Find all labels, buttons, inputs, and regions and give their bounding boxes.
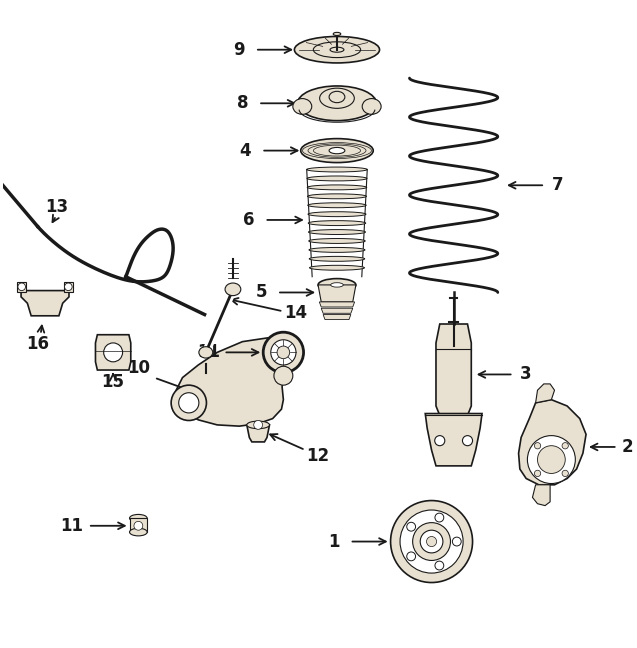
Polygon shape bbox=[533, 485, 550, 505]
Text: 9: 9 bbox=[233, 41, 245, 59]
Text: 1: 1 bbox=[328, 533, 340, 551]
Ellipse shape bbox=[247, 421, 269, 429]
Ellipse shape bbox=[297, 86, 376, 121]
Circle shape bbox=[274, 366, 293, 385]
Text: 5: 5 bbox=[255, 283, 267, 301]
Polygon shape bbox=[319, 302, 355, 307]
Ellipse shape bbox=[308, 221, 366, 226]
Text: 11: 11 bbox=[61, 517, 83, 535]
Ellipse shape bbox=[301, 139, 373, 163]
Circle shape bbox=[277, 346, 290, 359]
Circle shape bbox=[427, 537, 436, 547]
Circle shape bbox=[171, 385, 206, 421]
Polygon shape bbox=[426, 413, 482, 466]
Polygon shape bbox=[17, 282, 26, 292]
Text: 7: 7 bbox=[552, 176, 564, 194]
Ellipse shape bbox=[362, 98, 381, 114]
Ellipse shape bbox=[307, 185, 367, 190]
Circle shape bbox=[562, 443, 568, 449]
Circle shape bbox=[271, 340, 296, 365]
Text: 11: 11 bbox=[197, 343, 220, 362]
Ellipse shape bbox=[310, 265, 364, 270]
Ellipse shape bbox=[308, 229, 366, 235]
Polygon shape bbox=[129, 518, 147, 532]
Circle shape bbox=[462, 435, 473, 446]
Text: 2: 2 bbox=[621, 438, 633, 456]
Ellipse shape bbox=[329, 91, 345, 102]
Ellipse shape bbox=[308, 194, 366, 199]
Text: 13: 13 bbox=[45, 198, 68, 216]
Circle shape bbox=[18, 283, 25, 290]
Ellipse shape bbox=[309, 238, 365, 244]
Ellipse shape bbox=[225, 283, 241, 295]
Polygon shape bbox=[21, 290, 69, 316]
Circle shape bbox=[435, 561, 444, 570]
Text: 10: 10 bbox=[127, 359, 150, 377]
Circle shape bbox=[400, 510, 463, 573]
Text: 16: 16 bbox=[26, 335, 49, 353]
Ellipse shape bbox=[306, 167, 368, 172]
Ellipse shape bbox=[307, 176, 367, 181]
Circle shape bbox=[435, 513, 444, 522]
Ellipse shape bbox=[199, 347, 213, 358]
Text: 12: 12 bbox=[306, 447, 329, 465]
Circle shape bbox=[407, 522, 415, 531]
Ellipse shape bbox=[333, 32, 341, 36]
Text: 14: 14 bbox=[285, 305, 308, 322]
Circle shape bbox=[538, 446, 565, 474]
Ellipse shape bbox=[129, 528, 147, 536]
Polygon shape bbox=[519, 400, 586, 485]
Ellipse shape bbox=[293, 98, 311, 114]
Polygon shape bbox=[64, 282, 73, 292]
Text: 6: 6 bbox=[243, 211, 254, 229]
Ellipse shape bbox=[309, 248, 365, 252]
Polygon shape bbox=[176, 338, 283, 426]
Circle shape bbox=[562, 470, 568, 476]
Ellipse shape bbox=[318, 279, 356, 291]
Circle shape bbox=[254, 421, 262, 430]
Circle shape bbox=[420, 530, 443, 553]
Circle shape bbox=[534, 443, 541, 449]
Circle shape bbox=[452, 537, 461, 546]
Circle shape bbox=[104, 343, 122, 362]
Polygon shape bbox=[436, 324, 471, 415]
Polygon shape bbox=[321, 308, 353, 313]
Ellipse shape bbox=[308, 203, 366, 208]
Polygon shape bbox=[323, 314, 351, 319]
Polygon shape bbox=[536, 384, 555, 403]
Circle shape bbox=[390, 500, 473, 583]
Ellipse shape bbox=[309, 257, 365, 261]
Polygon shape bbox=[247, 425, 269, 442]
Circle shape bbox=[263, 332, 304, 373]
Circle shape bbox=[407, 552, 415, 561]
Text: 3: 3 bbox=[520, 365, 532, 384]
Text: 4: 4 bbox=[240, 142, 252, 159]
Circle shape bbox=[534, 470, 541, 476]
Ellipse shape bbox=[329, 148, 345, 154]
Ellipse shape bbox=[308, 212, 366, 216]
Polygon shape bbox=[96, 335, 131, 370]
Circle shape bbox=[413, 523, 450, 561]
Ellipse shape bbox=[330, 47, 344, 52]
Ellipse shape bbox=[294, 36, 380, 63]
Circle shape bbox=[527, 435, 575, 483]
Text: 15: 15 bbox=[102, 373, 125, 391]
Polygon shape bbox=[318, 285, 356, 302]
Circle shape bbox=[134, 522, 143, 530]
Circle shape bbox=[179, 393, 199, 413]
Ellipse shape bbox=[129, 515, 147, 522]
Ellipse shape bbox=[313, 42, 361, 58]
Circle shape bbox=[64, 283, 72, 290]
Ellipse shape bbox=[320, 88, 354, 108]
Text: 8: 8 bbox=[236, 95, 248, 112]
Circle shape bbox=[434, 435, 445, 446]
Ellipse shape bbox=[331, 283, 343, 287]
